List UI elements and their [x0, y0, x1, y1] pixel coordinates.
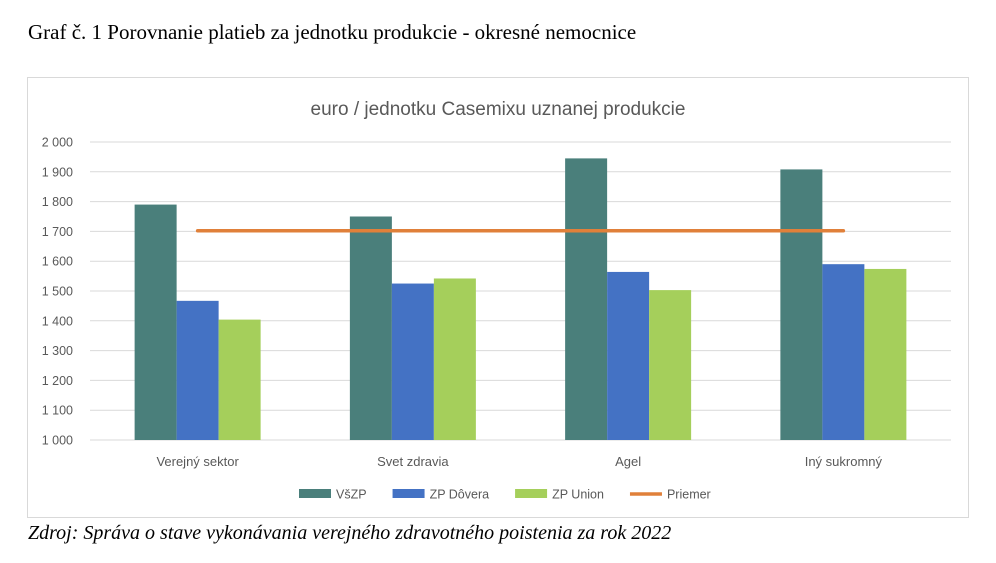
bar-zp-d-vera	[391, 283, 434, 440]
legend-label: VšZP	[336, 488, 367, 502]
bar-zp-union	[864, 268, 907, 440]
legend-label: ZP Union	[552, 488, 604, 502]
x-tick-label: Svet zdravia	[377, 454, 449, 469]
bar-zp-union	[649, 290, 692, 440]
y-tick-label: 2 000	[42, 136, 73, 150]
y-axis-ticks: 1 000 1 100 1 200 1 300 1 400 1 500 1 600 1 700…	[42, 136, 73, 448]
legend-label: ZP Dôvera	[430, 488, 490, 502]
bar-v-zp	[780, 169, 823, 440]
y-tick-label: 1 900	[42, 165, 73, 179]
legend-swatch	[299, 489, 331, 498]
y-tick-label: 1 400	[42, 314, 73, 328]
bar-zp-union	[433, 278, 476, 440]
legend-label: Priemer	[667, 488, 711, 502]
legend-swatch	[515, 489, 548, 498]
x-tick-label: Agel	[615, 454, 641, 469]
bar-v-zp	[134, 204, 177, 440]
bar-zp-union	[218, 319, 261, 440]
y-tick-label: 1 200	[42, 374, 73, 388]
bar-chart: 1 000 1 100 1 200 1 300 1 400 1 500 1 600 1 700…	[42, 99, 951, 502]
x-tick-label: Iný sukromný	[805, 454, 883, 469]
y-tick-label: 1 500	[42, 285, 73, 299]
source-note: Zdroj: Správa o stave vykonávania verejn…	[28, 522, 672, 544]
y-tick-label: 1 800	[42, 195, 73, 209]
legend-swatch	[392, 489, 425, 498]
bar-v-zp	[565, 158, 608, 440]
bar-zp-d-vera	[176, 300, 219, 440]
document-title: Graf č. 1 Porovnanie platieb za jednotku…	[28, 20, 637, 44]
chart-title: euro / jednotku Casemixu uznanej produkc…	[311, 99, 686, 120]
x-axis-ticks: Verejný sektor Svet zdravia Agel Iný sukrom…	[156, 454, 882, 469]
y-tick-label: 1 300	[42, 344, 73, 358]
y-tick-label: 1 600	[42, 255, 73, 269]
bar-zp-d-vera	[822, 264, 865, 440]
bar-zp-d-vera	[607, 271, 650, 440]
y-tick-label: 1 100	[42, 404, 73, 418]
bar-v-zp	[349, 216, 392, 440]
y-tick-label: 1 700	[42, 225, 73, 239]
x-tick-label: Verejný sektor	[156, 454, 239, 469]
chart-area: 1 000 1 100 1 200 1 300 1 400 1 500 1 600 1 700…	[27, 77, 969, 518]
legend: VšZP ZP Dôvera ZP Union Priemer	[299, 488, 711, 502]
bars	[134, 158, 907, 440]
y-tick-label: 1 000	[42, 434, 73, 448]
